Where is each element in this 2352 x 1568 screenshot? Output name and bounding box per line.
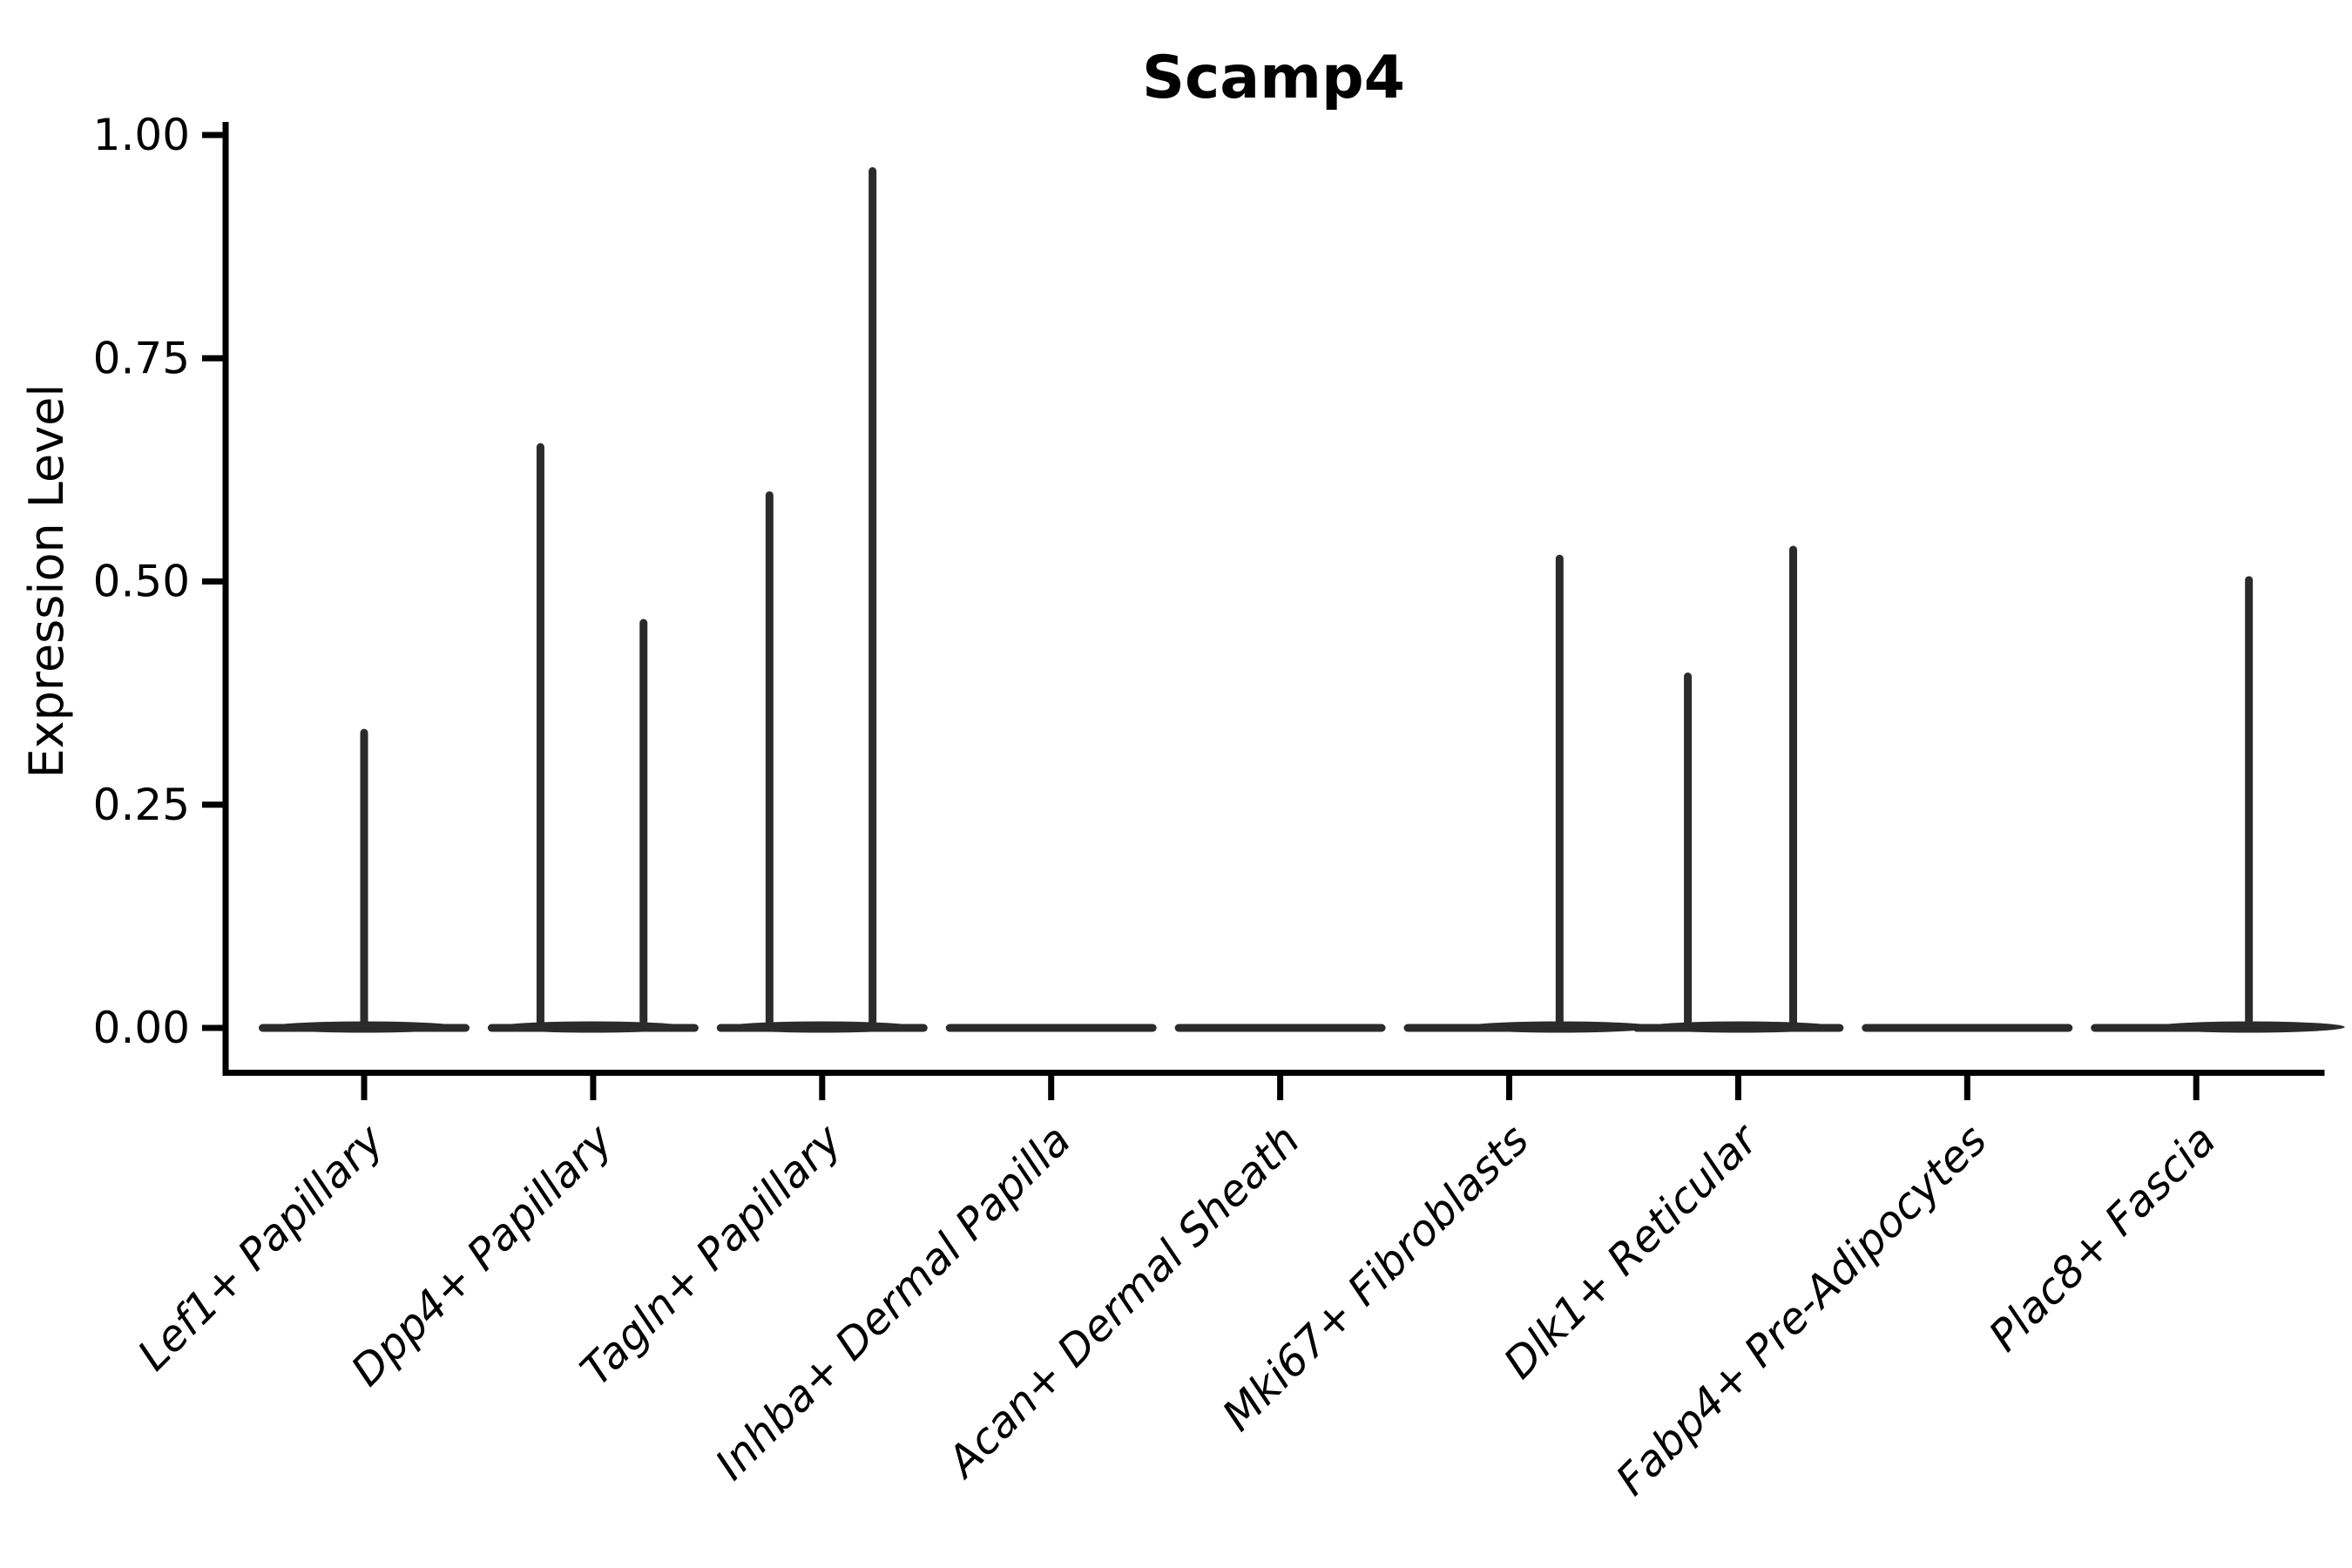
violin: [1632, 545, 1844, 1033]
x-tick-label: Lef1+ Papillary: [128, 1114, 394, 1380]
y-tick-mark: [202, 1024, 223, 1031]
chart-title: Scamp4: [1142, 44, 1405, 112]
x-tick-mark: [1277, 1076, 1284, 1100]
x-tick-mark: [2193, 1076, 2200, 1100]
violin: [945, 1024, 1157, 1032]
violin-spike: [360, 728, 368, 1030]
x-tick-label: Plac8+ Fascia: [1979, 1115, 2225, 1361]
violin-baseline: [945, 1024, 1157, 1032]
violin-spike: [2245, 576, 2254, 1030]
y-tick-label: 0.75: [93, 333, 190, 383]
violin-baseline: [1174, 1024, 1386, 1032]
violin: [1174, 1024, 1386, 1032]
y-tick-label: 1.00: [93, 110, 190, 160]
violin-spike: [639, 618, 648, 1030]
violin: [1403, 554, 1656, 1033]
violin-base-bulge: [1645, 1021, 1837, 1033]
violin: [1862, 1024, 2073, 1032]
y-tick-label: 0.25: [93, 780, 190, 830]
axes-layer: [202, 122, 2325, 1100]
y-tick-label: 0.00: [93, 1003, 190, 1053]
y-tick-mark: [202, 132, 223, 139]
violin: [2091, 576, 2345, 1033]
y-axis-label: Expression Level: [19, 384, 74, 779]
x-tick-mark: [1734, 1076, 1741, 1100]
y-tick-mark: [202, 355, 223, 362]
x-tick-mark: [361, 1076, 368, 1100]
violin-spike: [1788, 545, 1797, 1030]
violin-spike: [536, 443, 544, 1030]
x-tick-mark: [590, 1076, 597, 1100]
violin: [259, 728, 470, 1033]
x-tick-mark: [819, 1076, 826, 1100]
violin: [487, 443, 699, 1033]
violin-base-bulge: [496, 1021, 688, 1033]
violin-spike: [1555, 554, 1564, 1030]
x-tick-mark: [1048, 1076, 1055, 1100]
x-tick-mark: [1963, 1076, 1970, 1100]
y-tick-mark: [202, 801, 223, 808]
y-axis-line: [222, 122, 229, 1076]
x-axis-line: [222, 1070, 2325, 1076]
x-tick-label: Fabp4+ Pre-Adipocytes: [1606, 1115, 1997, 1505]
x-tick-label: Dlk1+ Reticular: [1494, 1113, 1768, 1388]
violin-spike: [868, 166, 877, 1030]
violin-spike: [1684, 672, 1693, 1030]
violin-baseline: [1862, 1024, 2073, 1032]
violin: [716, 166, 928, 1033]
x-tick-mark: [1506, 1076, 1512, 1100]
y-tick-mark: [202, 578, 223, 585]
violin-spike: [765, 490, 774, 1030]
y-tick-label: 0.50: [93, 557, 190, 607]
violin-base-bulge: [725, 1021, 917, 1033]
violin-layer: [259, 166, 2345, 1033]
